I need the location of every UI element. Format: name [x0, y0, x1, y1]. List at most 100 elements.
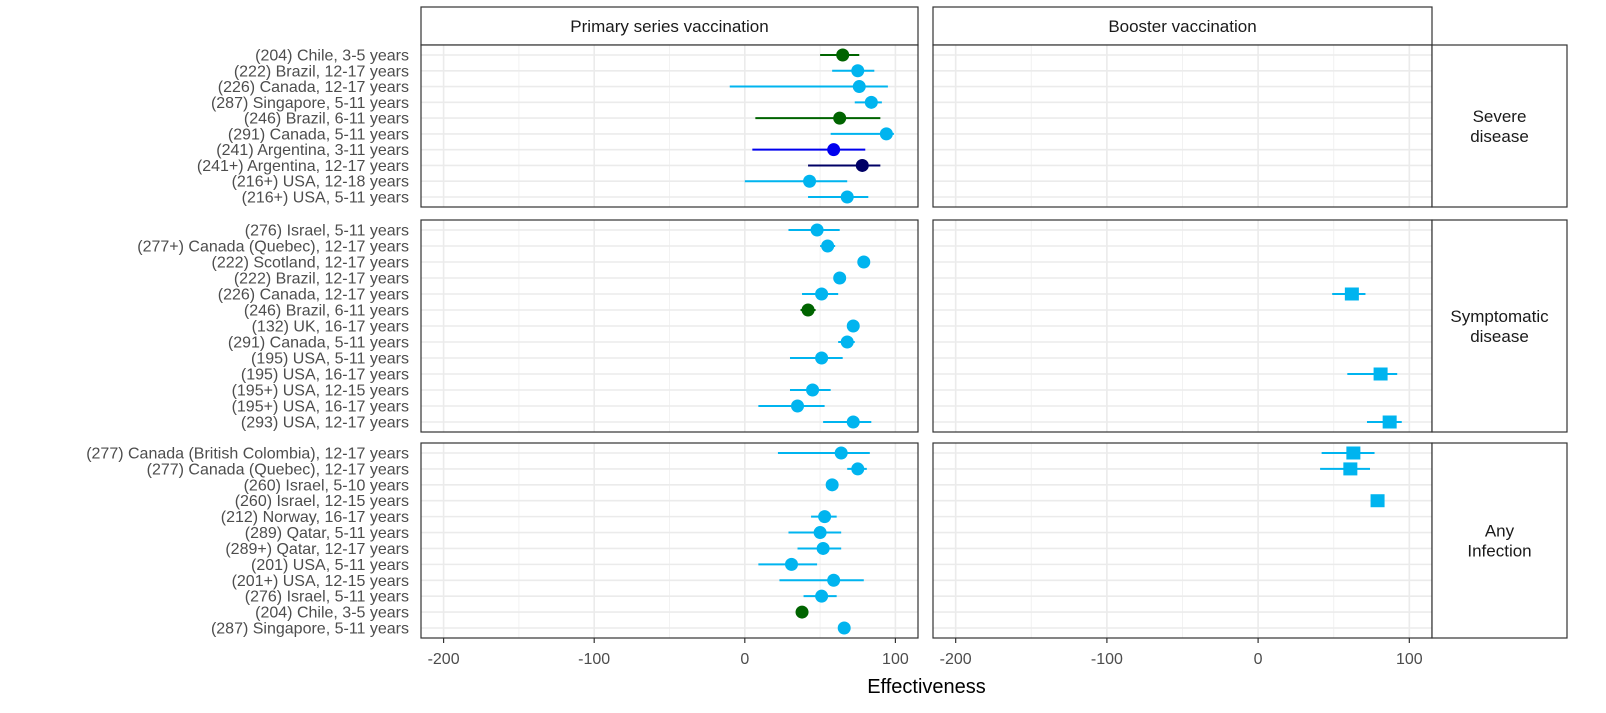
primary-estimate-point: [813, 526, 827, 540]
row-strip: [1431, 44, 1568, 208]
primary-estimate-point: [852, 80, 866, 94]
primary-estimate-point: [840, 190, 854, 204]
booster-estimate-point: [1382, 415, 1397, 429]
study-label: (277) Canada (British Colombia), 12-17 y…: [86, 446, 409, 463]
study-label: (276) Israel, 5-11 years: [245, 589, 409, 606]
primary-estimate-point: [840, 335, 854, 349]
column-strip-label: Primary series vaccination: [570, 17, 768, 36]
x-axis-title: Effectiveness: [867, 676, 986, 698]
row-strip-label: disease: [1470, 127, 1529, 146]
study-label: (226) Canada, 12-17 years: [218, 79, 409, 96]
primary-estimate-point: [803, 174, 817, 188]
primary-estimate-point: [827, 573, 841, 587]
study-label: (287) Singapore, 5-11 years: [211, 621, 409, 638]
row-strip-label: Infection: [1467, 542, 1531, 561]
x-tick-label: -100: [1091, 651, 1123, 668]
study-label: (195+) USA, 12-15 years: [232, 383, 409, 400]
row-strip: [1431, 442, 1568, 639]
booster-estimate-point: [1373, 367, 1388, 381]
study-label: (216+) USA, 12-18 years: [232, 174, 409, 191]
row-strip-label: Symptomatic: [1450, 307, 1549, 326]
primary-estimate-point: [815, 351, 829, 365]
study-label: (222) Brazil, 12-17 years: [234, 63, 409, 80]
primary-estimate-point: [855, 158, 869, 172]
x-tick-label: -200: [428, 651, 460, 668]
primary-estimate-point: [837, 621, 851, 635]
study-label: (260) Israel, 12-15 years: [235, 493, 409, 510]
study-label: (222) Brazil, 12-17 years: [234, 271, 409, 288]
study-label: (195) USA, 16-17 years: [241, 367, 409, 384]
primary-estimate-point: [815, 287, 829, 301]
study-label: (241+) Argentina, 12-17 years: [197, 158, 409, 175]
study-label: (276) Israel, 5-11 years: [245, 223, 409, 240]
study-label: (293) USA, 12-17 years: [241, 415, 409, 432]
column-strip: [932, 6, 1433, 46]
study-label: (195) USA, 5-11 years: [251, 351, 409, 368]
study-label: (291) Canada, 5-11 years: [228, 335, 409, 352]
primary-estimate-point: [864, 95, 878, 109]
primary-estimate-point: [816, 541, 830, 555]
primary-estimate-point: [879, 127, 893, 141]
study-label: (260) Israel, 5-10 years: [244, 477, 409, 494]
row-strip-label: Severe: [1473, 107, 1527, 126]
primary-estimate-point: [851, 64, 865, 78]
primary-estimate-point: [827, 143, 841, 157]
row-strip-label: Any: [1485, 522, 1515, 541]
x-tick-label: 100: [882, 651, 909, 668]
x-tick-label: 0: [740, 651, 749, 668]
row-strip: [1431, 219, 1568, 433]
x-tick-label: 100: [1396, 651, 1423, 668]
study-label: (204) Chile, 3-5 years: [255, 48, 409, 65]
study-label: (222) Scotland, 12-17 years: [212, 255, 409, 272]
primary-estimate-point: [857, 255, 871, 269]
study-label: (289+) Qatar, 12-17 years: [225, 541, 409, 558]
study-label: (226) Canada, 12-17 years: [218, 287, 409, 304]
panel-border: [420, 44, 919, 208]
study-label: (289) Qatar, 5-11 years: [245, 525, 409, 542]
primary-estimate-point: [795, 605, 809, 619]
study-label: (246) Brazil, 6-11 years: [244, 303, 409, 320]
study-label: (132) UK, 16-17 years: [252, 319, 409, 336]
x-tick-label: -100: [578, 651, 610, 668]
primary-estimate-point: [810, 223, 824, 237]
booster-estimate-point: [1346, 446, 1361, 460]
primary-estimate-point: [801, 303, 815, 317]
study-label: (246) Brazil, 6-11 years: [244, 111, 409, 128]
study-label: (277) Canada (Quebec), 12-17 years: [147, 461, 409, 478]
panel-border: [420, 442, 919, 639]
primary-estimate-point: [791, 399, 805, 413]
study-label: (291) Canada, 5-11 years: [228, 126, 409, 143]
x-tick-label: -200: [940, 651, 972, 668]
x-tick-label: 0: [1254, 651, 1263, 668]
study-label: (277+) Canada (Quebec), 12-17 years: [137, 239, 409, 256]
primary-estimate-point: [836, 48, 850, 62]
primary-estimate-point: [821, 239, 835, 253]
study-label: (212) Norway, 16-17 years: [221, 509, 409, 526]
primary-estimate-point: [846, 319, 860, 333]
primary-estimate-point: [833, 271, 847, 285]
primary-estimate-point: [815, 589, 829, 603]
booster-estimate-point: [1344, 287, 1359, 301]
study-label: (204) Chile, 3-5 years: [255, 605, 409, 622]
primary-estimate-point: [784, 557, 798, 571]
column-strip-label: Booster vaccination: [1108, 17, 1256, 36]
panel-border: [420, 219, 919, 433]
primary-estimate-point: [833, 111, 847, 125]
primary-estimate-point: [846, 415, 860, 429]
primary-estimate-point: [834, 446, 848, 460]
row-strip-label: disease: [1470, 327, 1529, 346]
booster-estimate-point: [1370, 494, 1385, 508]
primary-estimate-point: [825, 478, 839, 492]
booster-estimate-point: [1343, 462, 1358, 476]
study-label: (241) Argentina, 3-11 years: [216, 142, 409, 159]
study-label: (287) Singapore, 5-11 years: [211, 95, 409, 112]
primary-estimate-point: [806, 383, 820, 397]
primary-estimate-point: [818, 510, 832, 524]
study-label: (201) USA, 5-11 years: [251, 557, 409, 574]
study-label: (195+) USA, 16-17 years: [232, 399, 409, 416]
study-label: (216+) USA, 5-11 years: [242, 190, 409, 207]
study-label: (201+) USA, 12-15 years: [232, 573, 409, 590]
primary-estimate-point: [851, 462, 865, 476]
column-strip: [420, 6, 919, 46]
